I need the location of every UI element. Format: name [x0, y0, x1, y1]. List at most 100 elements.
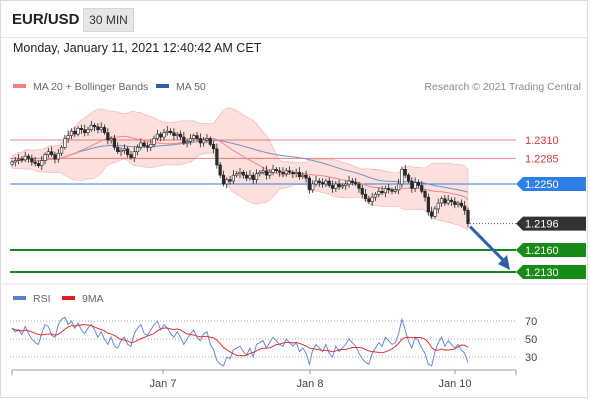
- candle-up: [397, 183, 401, 191]
- candle-up: [109, 138, 113, 141]
- candle-down: [463, 205, 467, 211]
- candle-down: [449, 199, 454, 202]
- candle-down: [453, 201, 457, 205]
- candle-up: [271, 169, 275, 173]
- rsi-line: [11, 316, 469, 367]
- candle-down: [274, 169, 278, 172]
- candle-up: [162, 132, 166, 138]
- candle-down: [221, 174, 226, 185]
- forecast-arrow-shaft: [468, 225, 508, 265]
- candle-up: [456, 202, 460, 205]
- candle-up: [89, 125, 93, 131]
- candle-up: [436, 202, 440, 210]
- candle-up: [13, 160, 17, 163]
- candle-down: [357, 183, 361, 189]
- candle-up: [311, 183, 315, 191]
- candle-up: [139, 142, 143, 148]
- candle-up: [433, 208, 437, 217]
- candle-down: [36, 163, 41, 166]
- candle-up: [185, 141, 189, 144]
- candle-up: [294, 171, 298, 175]
- forecast-arrow-head: [498, 255, 510, 270]
- candle-down: [83, 129, 87, 133]
- credit-label: Research © 2021 Trading Central: [424, 81, 581, 93]
- candle-up: [370, 196, 374, 202]
- candle-up: [238, 171, 242, 175]
- candle-up: [413, 182, 417, 189]
- candle-up: [254, 173, 259, 180]
- candle-up: [231, 174, 235, 182]
- x-tick-label: Jan 7: [150, 378, 177, 390]
- level-label-1: 1.2285: [525, 153, 559, 165]
- candle-down: [330, 185, 335, 189]
- candle-down: [211, 144, 216, 150]
- rsi-ma9-line: [11, 324, 469, 357]
- candle-up: [225, 179, 229, 185]
- level-tag-4: [516, 243, 586, 257]
- candle-up: [314, 180, 318, 185]
- candle-down: [278, 170, 282, 173]
- candle-down: [416, 182, 421, 186]
- timeframe-button[interactable]: 30 MIN: [83, 8, 134, 32]
- candle-down: [172, 132, 176, 136]
- symbol-label: EUR/USD: [12, 11, 80, 28]
- candle-down: [116, 147, 120, 153]
- candle-up: [99, 127, 103, 131]
- candle-up: [165, 130, 169, 133]
- candle-down: [73, 130, 77, 135]
- candle-down: [360, 188, 364, 195]
- candle-up: [340, 185, 345, 188]
- candles-group: [10, 120, 470, 228]
- candle-up: [301, 174, 305, 177]
- candle-down: [208, 138, 212, 145]
- candle-up: [175, 133, 179, 136]
- candle-down: [459, 202, 463, 207]
- candle-up: [69, 130, 74, 136]
- candle-down: [126, 148, 130, 155]
- ma9-legend-swatch: [62, 296, 75, 300]
- candle-down: [20, 158, 24, 161]
- candle-down: [53, 154, 57, 160]
- candle-down: [182, 136, 186, 144]
- candle-up: [334, 183, 338, 189]
- candle-up: [43, 154, 47, 161]
- candle-up: [261, 170, 265, 173]
- rsi-level-label: 70: [525, 316, 537, 328]
- x-tick-label: Jan 10: [438, 378, 471, 390]
- candle-up: [10, 161, 14, 165]
- candle-down: [129, 154, 133, 158]
- candle-down: [50, 151, 54, 155]
- timestamp-label: Monday, January 11, 2021 12:40:42 AM CET: [13, 41, 262, 55]
- candle-down: [367, 198, 371, 202]
- candle-down: [96, 126, 100, 131]
- candle-down: [198, 138, 202, 144]
- header-bar: EUR/USD 30 MIN: [0, 0, 588, 38]
- candle-down: [327, 180, 331, 186]
- candle-down: [142, 142, 146, 147]
- candle-down: [215, 148, 219, 166]
- level-label-0: 1.2310: [525, 135, 559, 147]
- candle-up: [324, 180, 328, 185]
- candle-up: [258, 171, 262, 175]
- candle-up: [235, 173, 239, 176]
- candle-down: [251, 174, 255, 180]
- candle-up: [202, 139, 206, 144]
- candle-up: [76, 127, 80, 135]
- candle-down: [145, 145, 150, 148]
- candle-up: [40, 160, 44, 166]
- candle-down: [106, 132, 110, 141]
- candle-down: [291, 171, 295, 175]
- level-label-2: 1.2250: [525, 179, 559, 191]
- candle-down: [410, 180, 414, 189]
- candle-down: [337, 183, 341, 188]
- candle-up: [86, 129, 90, 133]
- legend-swatch: [156, 84, 169, 88]
- candle-up: [188, 138, 193, 142]
- candle-up: [268, 171, 272, 176]
- candle-up: [17, 158, 21, 161]
- legend-swatch: [13, 84, 26, 88]
- candle-down: [420, 185, 424, 192]
- rsi-level-label: 30: [525, 352, 537, 364]
- candle-down: [304, 174, 308, 179]
- candle-down: [159, 133, 163, 138]
